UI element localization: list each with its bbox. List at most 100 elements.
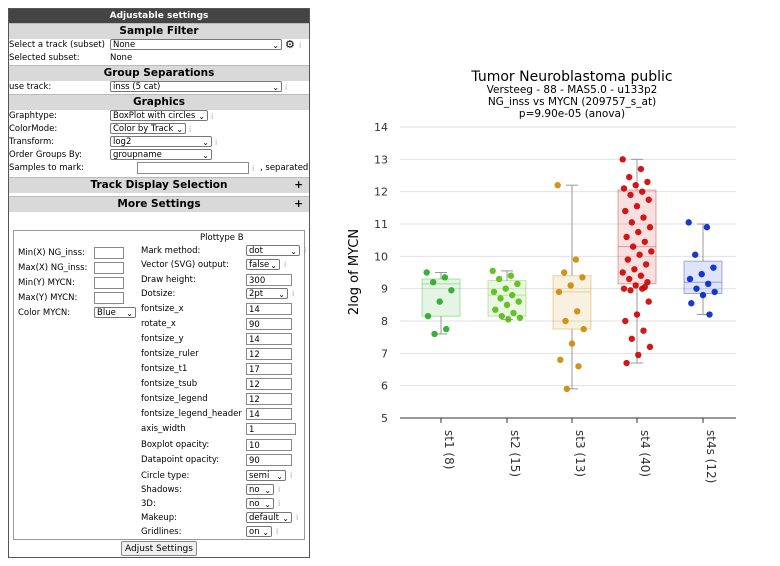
y-tick-label: 12	[374, 186, 388, 199]
track-display-header[interactable]: Track Display Selection +	[9, 177, 309, 193]
data-point	[580, 325, 587, 333]
setting-select[interactable]: 2pt ⌄	[246, 288, 288, 299]
adjust-settings-button[interactable]: Adjust Settings	[121, 541, 197, 556]
axis-range-label: Max(X) NG_inss:	[18, 263, 88, 273]
setting-label: Datapoint opacity:	[141, 455, 220, 465]
setting-input[interactable]: 12	[246, 393, 292, 405]
y-tick-label: 14	[374, 121, 388, 134]
transform-select[interactable]: log2 ⌄	[110, 136, 212, 147]
setting-select[interactable]: no ⌄	[246, 498, 274, 509]
setting-select[interactable]: on ⌄	[246, 526, 272, 537]
data-point	[628, 219, 635, 226]
setting-value: dot	[249, 246, 263, 256]
chevron-down-icon: ⌄	[262, 528, 269, 537]
setting-value: semi	[249, 471, 270, 481]
setting-input[interactable]: 10	[246, 439, 292, 451]
setting-input[interactable]: 1	[246, 423, 296, 435]
data-point	[629, 243, 637, 250]
data-point	[622, 317, 629, 325]
color-mycn-label: Color MYCN:	[18, 308, 71, 318]
track-display-title: Track Display Selection	[90, 179, 228, 191]
setting-input[interactable]: 90	[246, 318, 292, 330]
graphtype-label: Graphtype:	[9, 111, 57, 121]
data-point	[635, 351, 642, 359]
setting-value: false	[249, 260, 270, 270]
data-point	[688, 300, 695, 307]
data-point	[642, 261, 650, 268]
setting-label: fontsize_y	[141, 334, 184, 344]
order-groups-select[interactable]: groupname ⌄	[110, 149, 212, 160]
order-groups-value: groupname	[113, 150, 162, 160]
settings-panel: Adjustable settings Sample Filter Select…	[8, 8, 310, 558]
colormode-select[interactable]: Color by Track ⌄	[110, 123, 186, 134]
graphtype-select[interactable]: BoxPlot with circles ⌄	[110, 110, 208, 121]
setting-select[interactable]: no ⌄	[246, 484, 274, 495]
gear-icon[interactable]: ⚙	[285, 38, 295, 51]
data-point	[627, 287, 634, 294]
data-point	[632, 182, 639, 189]
setting-input[interactable]: 17	[246, 363, 292, 375]
info-icon: i	[276, 527, 279, 536]
setting-input[interactable]: 14	[246, 408, 292, 420]
use-track-select[interactable]: inss (5 cat) ⌄	[110, 81, 282, 92]
setting-input[interactable]: 90	[246, 454, 292, 466]
setting-input[interactable]: 12	[246, 378, 292, 390]
data-point	[645, 196, 652, 203]
info-icon: i	[299, 41, 302, 50]
track-subset-value: None	[113, 40, 136, 50]
y-tick-label: 8	[381, 315, 388, 328]
setting-input[interactable]: 12	[246, 348, 292, 360]
setting-input[interactable]: 300	[246, 274, 292, 286]
setting-input[interactable]: 14	[246, 303, 292, 315]
info-icon: i	[296, 513, 299, 522]
y-tick-label: 10	[374, 250, 388, 263]
track-subset-select[interactable]: None ⌄	[110, 39, 282, 50]
expand-icon[interactable]: +	[294, 179, 303, 191]
data-point	[572, 256, 580, 263]
data-point	[640, 327, 647, 334]
setting-select[interactable]: default ⌄	[246, 512, 292, 523]
chevron-down-icon: ⌄	[264, 500, 271, 509]
axis-range-input[interactable]	[94, 277, 124, 289]
axis-range-label: Min(X) NG_inss:	[18, 248, 85, 258]
data-point	[505, 316, 512, 323]
x-tick-label: st3 (13)	[573, 430, 587, 477]
sample-filter-header[interactable]: Sample Filter	[9, 23, 309, 39]
setting-input[interactable]: 14	[246, 333, 292, 345]
y-tick-label: 9	[381, 283, 388, 296]
axis-range-input[interactable]	[94, 247, 124, 259]
transform-label: Transform:	[9, 137, 55, 147]
samples-to-mark-row: Samples to mark: i , separated	[9, 162, 309, 175]
data-point	[574, 308, 581, 315]
data-point	[514, 280, 521, 288]
setting-select[interactable]: semi ⌄	[246, 470, 286, 481]
selected-subset-label: Selected subset:	[9, 53, 80, 63]
axis-range-input[interactable]	[94, 262, 124, 274]
data-point	[510, 309, 517, 317]
setting-value: default	[249, 513, 279, 523]
group-separations-header[interactable]: Group Separations	[9, 65, 309, 81]
setting-label: fontsize_legend	[141, 394, 208, 404]
samples-to-mark-input[interactable]	[137, 162, 249, 174]
graphics-header[interactable]: Graphics	[9, 94, 309, 110]
expand-icon[interactable]: +	[294, 198, 303, 210]
data-point	[632, 282, 639, 289]
data-point	[639, 188, 646, 195]
data-point	[706, 311, 713, 318]
setting-select[interactable]: false ⌄	[246, 259, 280, 270]
colormode-label: ColorMode:	[9, 124, 58, 134]
x-tick-label: st2 (15)	[508, 430, 522, 477]
data-point	[698, 270, 705, 278]
y-tick-label: 7	[381, 347, 388, 360]
data-point	[637, 272, 645, 279]
data-point	[619, 269, 626, 276]
track-subset-row: Select a track (subset) None ⌄ ⚙ i	[9, 38, 309, 52]
use-track-value: inss (5 cat)	[113, 82, 161, 92]
axis-range-input[interactable]	[94, 292, 124, 304]
setting-select[interactable]: dot ⌄	[246, 245, 300, 256]
color-mycn-select[interactable]: Blue ⌄	[94, 307, 136, 318]
x-tick-label: st4 (40)	[638, 430, 652, 477]
info-icon: i	[215, 138, 218, 147]
setting-label: Vector (SVG) output:	[141, 260, 229, 270]
more-settings-header[interactable]: More Settings +	[9, 196, 309, 212]
